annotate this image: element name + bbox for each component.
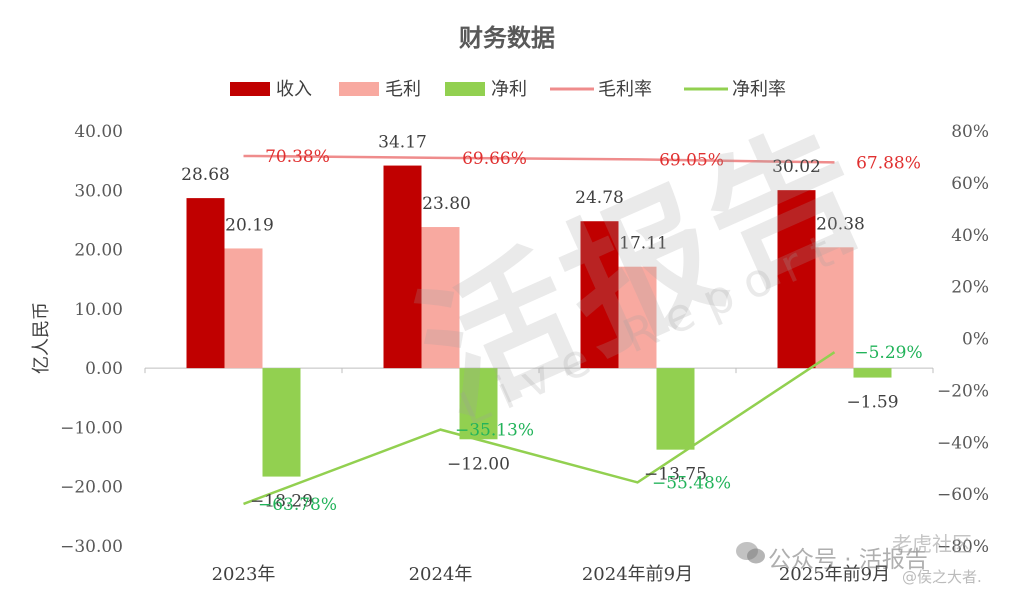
y-tick-label: 20.00 [74, 241, 123, 261]
bar-data-label: 28.68 [181, 165, 230, 185]
net-margin-label: −35.13% [455, 421, 534, 441]
y2-tick-label: 60% [951, 174, 989, 194]
x-tick-label: 2023年 [212, 564, 276, 585]
y2-tick-label: 40% [951, 226, 989, 246]
legend-swatch-1 [339, 82, 379, 96]
y2-tick-label: 0% [962, 330, 989, 350]
gross-margin-label: 67.88% [856, 153, 921, 173]
y2-tick-label: −40% [937, 433, 989, 453]
y-tick-label: 40.00 [74, 122, 123, 142]
net-margin-label: −5.29% [854, 343, 922, 363]
y2-tick-label: 20% [951, 278, 989, 298]
y-tick-label: 30.00 [74, 181, 123, 201]
bar-net-profit [656, 368, 695, 450]
bar-revenue [777, 190, 816, 369]
y-axis-label: 亿人民币 [31, 302, 52, 374]
legend-label-2: 净利 [491, 79, 527, 100]
x-tick-label: 2024年 [409, 564, 473, 585]
bar-net-profit [262, 368, 301, 477]
legend-label-3: 毛利率 [598, 79, 652, 100]
gross-margin-label: 69.66% [462, 149, 527, 169]
legend-label-0: 收入 [276, 79, 312, 100]
x-tick-label: 2024年前9月 [582, 564, 693, 585]
legend-label-1: 毛利 [385, 79, 421, 100]
y2-tick-label: −20% [937, 381, 989, 401]
legend-swatch-0 [230, 82, 270, 96]
gross-margin-label: 70.38% [265, 147, 330, 167]
y-tick-label: −30.00 [60, 537, 123, 557]
bar-data-label: 24.78 [575, 188, 624, 208]
y-tick-label: −20.00 [60, 478, 123, 498]
bar-revenue [186, 198, 225, 369]
y-tick-label: 0.00 [85, 359, 123, 379]
legend-swatch-2 [445, 82, 485, 96]
bar-gross-profit [421, 227, 460, 369]
bar-data-label: 34.17 [378, 133, 427, 153]
y2-tick-label: −80% [937, 537, 989, 557]
bar-gross-profit [224, 248, 263, 369]
y2-tick-label: 80% [951, 122, 989, 142]
bar-revenue [383, 165, 422, 369]
bar-data-label: −18.29 [250, 492, 313, 512]
bar-net-profit [459, 368, 498, 440]
bar-gross-profit [618, 266, 657, 369]
bar-data-label: 20.38 [816, 214, 865, 234]
y-tick-label: −10.00 [60, 418, 123, 438]
chart-title: 财务数据 [459, 23, 555, 52]
bar-data-label: 17.11 [619, 234, 668, 254]
bar-data-label: −12.00 [447, 454, 510, 474]
y2-tick-label: −60% [937, 485, 989, 505]
gross-margin-label: 69.05% [659, 150, 724, 170]
bar-data-label: 20.19 [225, 215, 274, 235]
net-margin-label: −55.48% [652, 473, 731, 493]
bar-gross-profit [815, 247, 854, 369]
bar-net-profit [853, 368, 892, 378]
bar-revenue [580, 221, 619, 369]
bar-data-label: −1.59 [846, 393, 898, 413]
bar-data-label: 23.80 [422, 194, 471, 214]
x-tick-label: 2025年前9月 [779, 564, 890, 585]
net-margin-label: −63.78% [258, 495, 337, 515]
legend-label-4: 净利率 [732, 79, 786, 100]
gross-margin-line [243, 154, 835, 164]
net-margin-line [243, 351, 836, 506]
y-tick-label: 10.00 [74, 300, 123, 320]
bar-data-label: 30.02 [772, 157, 821, 177]
bar-data-label: −13.75 [644, 465, 707, 485]
